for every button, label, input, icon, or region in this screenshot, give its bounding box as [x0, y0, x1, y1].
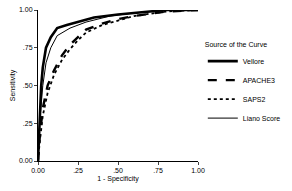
- svg-text:1 - Specificity: 1 - Specificity: [97, 175, 139, 183]
- svg-text:SAPS2: SAPS2: [243, 96, 266, 103]
- svg-text:.75: .75: [153, 167, 163, 174]
- svg-text:0.00: 0.00: [31, 167, 45, 174]
- svg-text:Sensitivity: Sensitivity: [9, 69, 17, 101]
- svg-text:APACHE3: APACHE3: [243, 77, 275, 84]
- svg-text:.50: .50: [113, 167, 123, 174]
- svg-text:Liano Score: Liano Score: [243, 115, 280, 122]
- svg-text:1.00: 1.00: [191, 167, 205, 174]
- svg-text:0.00: 0.00: [19, 157, 33, 164]
- svg-text:.25: .25: [23, 120, 33, 127]
- svg-text:Vellore: Vellore: [243, 58, 265, 65]
- svg-text:Source of the Curve: Source of the Curve: [205, 41, 267, 48]
- svg-text:1.00: 1.00: [19, 6, 33, 13]
- svg-text:.50: .50: [23, 82, 33, 89]
- svg-text:.75: .75: [23, 44, 33, 51]
- svg-text:.25: .25: [73, 167, 83, 174]
